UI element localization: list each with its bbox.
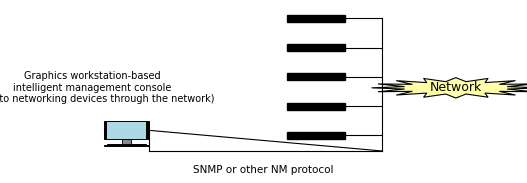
Text: SNMP or other NM protocol: SNMP or other NM protocol <box>193 165 334 175</box>
Polygon shape <box>372 78 527 98</box>
Bar <box>287 132 345 139</box>
Bar <box>287 15 345 22</box>
Text: Network: Network <box>430 81 482 94</box>
Bar <box>104 145 149 146</box>
Bar <box>122 139 131 144</box>
Bar <box>287 103 345 110</box>
Bar <box>287 44 345 51</box>
Bar <box>106 144 146 145</box>
Bar <box>287 73 345 80</box>
Text: Graphics workstation-based
intelligent management console
(talks to networking d: Graphics workstation-based intelligent m… <box>0 71 215 104</box>
Bar <box>104 122 149 139</box>
Bar <box>106 122 146 139</box>
